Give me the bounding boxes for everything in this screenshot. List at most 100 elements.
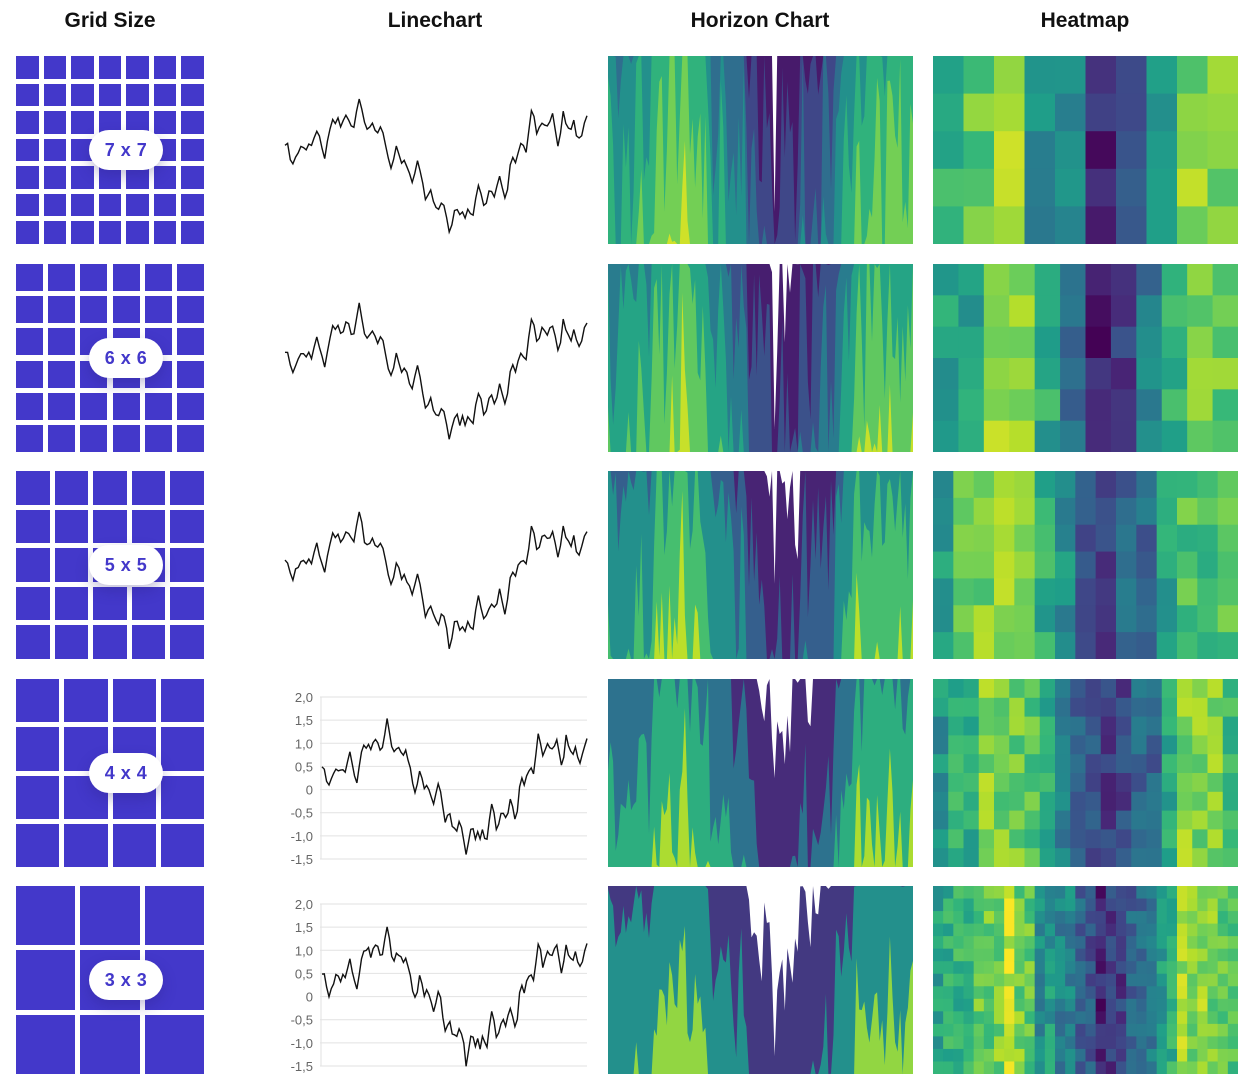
heatmap-cell [1009, 420, 1036, 452]
heatmap-cell [1085, 923, 1097, 937]
heatmap-cell [978, 735, 995, 755]
heatmap-cell [1105, 1048, 1117, 1062]
heatmap-cell [1095, 923, 1107, 937]
heatmap-cell [1070, 679, 1086, 699]
heatmap-cell [1136, 420, 1163, 452]
heatmap-cell [948, 848, 964, 867]
heatmap-cell [1146, 848, 1163, 867]
heatmap-cell [933, 1036, 944, 1050]
heatmap-cell [1095, 886, 1107, 900]
heatmap-cell [948, 791, 964, 812]
heatmap-cell [958, 264, 985, 296]
heatmap-cell [1095, 1023, 1107, 1037]
grid-cell [98, 111, 122, 134]
heatmap-cell [1177, 1061, 1188, 1074]
heatmap-cell [1034, 632, 1056, 659]
grid-cell [71, 56, 94, 79]
heatmap-cell [1034, 295, 1061, 328]
heatmap-cell [1146, 679, 1163, 699]
heatmap-cell [1075, 497, 1097, 526]
heatmap-cell [1055, 911, 1066, 925]
heatmap-cell [1055, 93, 1086, 132]
heatmap-cell [1161, 326, 1188, 359]
heatmap-cell [1116, 524, 1137, 553]
grid-cell [131, 625, 166, 659]
heatmap [933, 264, 1238, 452]
y-tick-label: 2,0 [295, 690, 313, 705]
heatmap-cell [1060, 295, 1086, 328]
heatmap-cell [948, 829, 964, 849]
heatmap-cell [1177, 998, 1188, 1012]
heatmap-cell [1044, 961, 1056, 975]
heatmap-cell [1075, 986, 1086, 1000]
grid-cell [80, 296, 108, 324]
heatmap-cell [1177, 551, 1198, 579]
heatmap-cell [1034, 420, 1061, 452]
heatmap-cell [1187, 295, 1214, 328]
heatmap-cell [983, 961, 995, 975]
y-tick-label: 0,5 [295, 966, 313, 981]
heatmap-cell [1095, 497, 1117, 526]
heatmap-cell [1095, 948, 1107, 962]
heatmap-cell [963, 168, 995, 207]
heatmap-cell [1116, 605, 1137, 633]
heatmap-cell [953, 578, 975, 606]
heatmap-cell [1136, 1011, 1147, 1025]
heatmap-cell [1085, 973, 1097, 987]
heatmap-cell [1044, 936, 1056, 950]
heatmap-cell [1085, 295, 1112, 328]
heatmap-cell [1034, 961, 1046, 975]
heatmap-cell [1166, 973, 1178, 987]
heatmap-cell [994, 961, 1005, 975]
heatmap-cell [1146, 773, 1163, 793]
heatmap-cell [1044, 911, 1056, 925]
heatmap-cell [1034, 936, 1046, 950]
heatmap-cell [1146, 973, 1158, 987]
heatmap-cell [1060, 326, 1086, 359]
heatmap-cell [973, 551, 995, 579]
grid-cell [16, 509, 50, 544]
heatmap-cell [1207, 973, 1219, 987]
grid-cell [16, 296, 44, 324]
heatmap-cell [1014, 923, 1025, 937]
heatmap-cell [1116, 1048, 1127, 1062]
grid-cell [98, 166, 122, 189]
heatmap-cell [1009, 326, 1036, 359]
heatmap-cell [994, 829, 1010, 849]
heatmap-cell [1065, 936, 1076, 950]
grid-cell [153, 193, 177, 217]
heatmap-cell [953, 605, 975, 633]
grid-cell [16, 56, 39, 79]
heatmap-cell [1009, 389, 1036, 422]
heatmap-cell [1161, 829, 1178, 849]
heatmap-cell [973, 524, 995, 553]
heatmap-cell [1065, 986, 1076, 1000]
heatmap-cell [1116, 206, 1147, 244]
grid-cell [112, 424, 140, 452]
heatmap-cell [1100, 791, 1117, 812]
heatmap-cell [1177, 791, 1193, 812]
heatmap-cell [1039, 735, 1056, 755]
heatmap-cell [1085, 1061, 1097, 1074]
heatmap-cell [1197, 578, 1219, 606]
heatmap-cell [1034, 358, 1061, 390]
heatmap-cell [1177, 810, 1193, 830]
heatmap-cell [1227, 948, 1238, 962]
heatmap-cell [1207, 986, 1219, 1000]
heatmap-cell [1222, 829, 1238, 849]
heatmap-cell [1110, 420, 1137, 452]
heatmap-cell [1197, 948, 1208, 962]
heatmap-cell [1024, 754, 1041, 774]
heatmap-cell [1014, 973, 1025, 987]
heatmap-cell [948, 754, 964, 774]
heatmap-cell [1187, 911, 1198, 925]
heatmap-cell [1227, 986, 1238, 1000]
grid-cell [48, 424, 76, 452]
grid-cell [131, 586, 166, 621]
heatmap-cell [1177, 936, 1188, 950]
heatmap-cell [1146, 829, 1163, 849]
heatmap-cell [1116, 791, 1132, 812]
heatmap-cell [1070, 791, 1086, 812]
heatmap-cell [994, 206, 1025, 244]
heatmap-cell [963, 93, 995, 132]
